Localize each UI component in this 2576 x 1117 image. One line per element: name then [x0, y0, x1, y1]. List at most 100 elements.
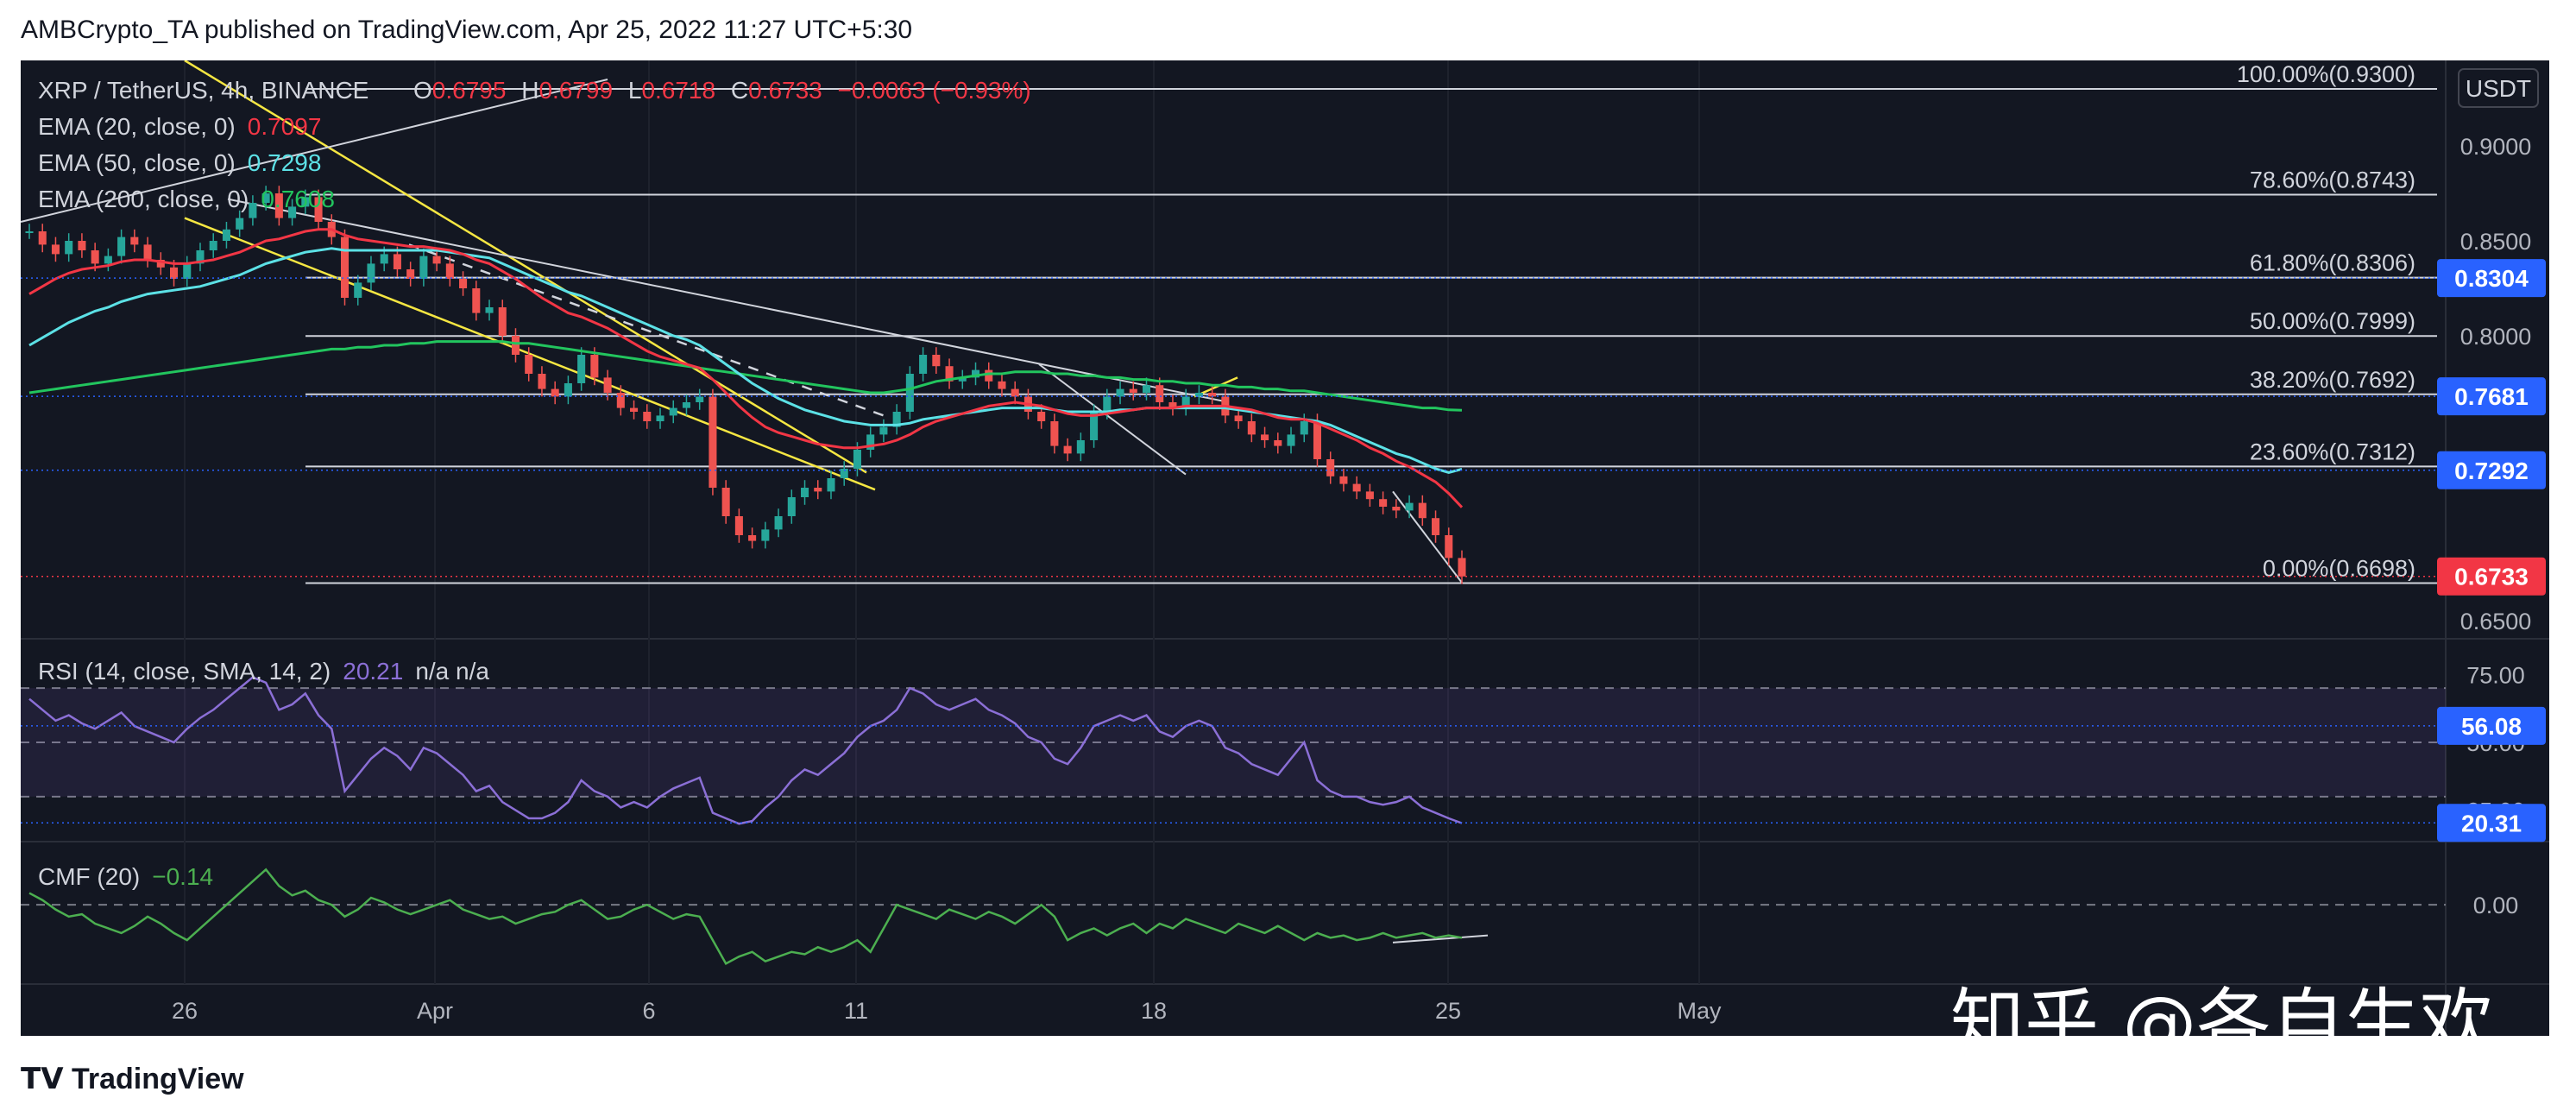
candle-body: [1181, 396, 1190, 408]
white-trendline: [227, 198, 1230, 403]
currency-button[interactable]: [2458, 68, 2539, 108]
candle-body: [143, 244, 152, 260]
price-badge-label: 0.6733: [2454, 564, 2529, 590]
price-badge-label: 0.7681: [2454, 383, 2529, 410]
candle-body: [25, 231, 34, 233]
candle-body: [169, 267, 179, 279]
candle-body: [696, 396, 704, 402]
candle-body: [853, 450, 861, 469]
time-tick-label: 18: [1141, 998, 1167, 1024]
price-axis[interactable]: 0.90000.85000.80000.650075.0050.0025.000…: [2460, 134, 2532, 918]
candle-body: [774, 516, 783, 530]
candle-body: [406, 269, 415, 279]
rsi-legend[interactable]: RSI (14, close, SMA, 14, 2) 20.21 n/a n/a: [38, 658, 489, 685]
price-badge-label: 0.8304: [2454, 265, 2529, 292]
candle-body: [1037, 412, 1046, 421]
candle-body: [419, 256, 428, 279]
fib-level-label: 23.60%(0.7312): [2250, 439, 2415, 464]
candle-body: [1339, 476, 1348, 484]
candle-body: [525, 355, 533, 374]
candle-body: [682, 402, 690, 408]
fib-level-label: 78.60%(0.8743): [2250, 167, 2415, 193]
currency-label[interactable]: USDT: [2466, 75, 2531, 102]
price-tick-label: 0.9000: [2460, 134, 2532, 160]
candle-body: [314, 197, 323, 222]
chart-frame[interactable]: 100.00%(0.9300) 78.60%(0.8743) 61.80%(0.83…: [21, 60, 2549, 1036]
fib-level-label: 100.00%(0.9300): [2237, 61, 2415, 87]
candle-body: [892, 412, 901, 427]
time-axis[interactable]: 26 Apr 6 11 18 25 May: [172, 998, 1722, 1024]
price-badge: [2437, 259, 2546, 298]
candle-body: [1326, 459, 1335, 476]
rsi-badge: [2437, 706, 2546, 745]
candle-body: [65, 241, 73, 255]
symbol-title[interactable]: XRP / TetherUS, 4h, BINANCE: [38, 77, 368, 104]
price-badge: [2437, 377, 2546, 416]
cmf-legend[interactable]: CMF (20) −0.14: [38, 863, 213, 890]
candle-body: [1076, 440, 1085, 454]
candle-body: [222, 229, 230, 241]
price-candles[interactable]: [25, 186, 1466, 584]
candle-body: [511, 336, 520, 355]
ohlc-readout: O0.6795 H0.6799 L0.6718 C0.6733 −0.0063 …: [413, 77, 1031, 104]
candle-body: [196, 250, 205, 264]
fib-level-label: 38.20%(0.7692): [2250, 367, 2415, 393]
candle-body: [1208, 393, 1217, 397]
candle-body: [787, 497, 796, 516]
white-trendline: [1392, 490, 1463, 584]
candle-body: [971, 369, 980, 378]
time-tick-label: 26: [172, 998, 198, 1024]
candle-body: [564, 383, 572, 397]
candle-body: [551, 388, 559, 397]
time-tick-label: 6: [642, 998, 655, 1024]
tradingview-logo[interactable]: 𝗧𝗩 TradingView: [21, 1062, 244, 1096]
yellow-channel-lower: [184, 217, 876, 491]
candle-body: [998, 381, 1006, 389]
rsi-tick-label: 75.00: [2466, 662, 2525, 688]
ema20-legend[interactable]: EMA (20, close, 0) 0.7097: [38, 113, 321, 140]
candle-body: [1365, 491, 1374, 500]
candle-body: [538, 374, 546, 389]
candle-body: [748, 535, 757, 541]
fib-level-label: 0.00%(0.6698): [2263, 555, 2415, 581]
candle-body: [1050, 421, 1059, 446]
candle-body: [183, 263, 192, 279]
candle-body: [380, 254, 388, 264]
rsi-badge: [2437, 804, 2546, 842]
candle-body: [104, 256, 112, 264]
candle-body: [1379, 499, 1388, 507]
candle-body: [734, 516, 743, 535]
candle-body: [1352, 483, 1361, 492]
candle-body: [1194, 393, 1203, 397]
candle-body: [603, 377, 612, 393]
tv-logo-icon: 𝗧𝗩: [21, 1063, 72, 1095]
candle-body: [209, 241, 217, 250]
candle-body: [1405, 502, 1414, 511]
candle-body: [801, 488, 809, 497]
yellow-channel-upper: [184, 60, 867, 474]
trend-lines[interactable]: [21, 60, 1489, 943]
time-tick-label: Apr: [417, 998, 453, 1024]
candle-body: [301, 197, 310, 207]
ema50-legend[interactable]: EMA (50, close, 0) 0.7298: [38, 149, 321, 176]
price-badge: [2437, 451, 2546, 489]
candle-body: [1300, 421, 1308, 435]
candle-body: [1142, 385, 1151, 393]
candle-body: [656, 415, 664, 421]
cmf-tick-label: 0.00: [2473, 893, 2519, 918]
candle-body: [879, 426, 888, 435]
ema50-line: [28, 247, 1463, 474]
candle-body: [590, 355, 599, 378]
candle-body: [1432, 518, 1440, 535]
ema200-line: [28, 340, 1463, 412]
candle-body: [827, 478, 835, 492]
chart-canvas[interactable]: 100.00%(0.9300) 78.60%(0.8743) 61.80%(0.83…: [21, 60, 2549, 1036]
candle-body: [1287, 434, 1295, 446]
candle-body: [130, 237, 139, 245]
candle-body: [709, 396, 717, 488]
candle-body: [932, 355, 941, 367]
candle-body: [919, 355, 928, 374]
candle-body: [261, 193, 270, 203]
ema200-legend[interactable]: EMA (200, close, 0) 0.7608: [38, 186, 335, 212]
fibonacci-retracement[interactable]: 100.00%(0.9300) 78.60%(0.8743) 61.80%(0.83…: [305, 61, 2437, 584]
